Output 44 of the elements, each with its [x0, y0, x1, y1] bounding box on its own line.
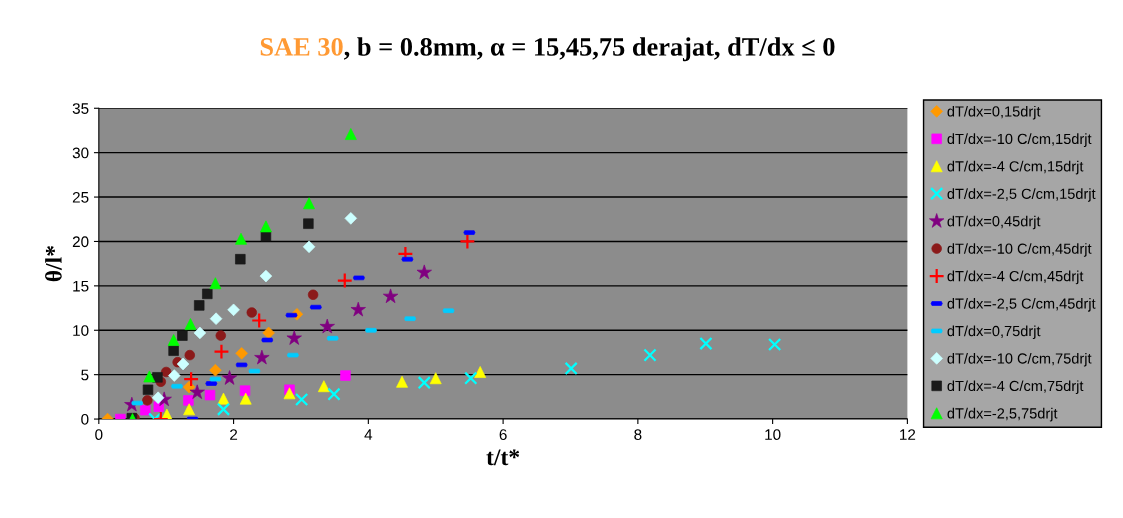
point	[183, 371, 200, 388]
x-tick-label: 0	[95, 429, 103, 441]
x-tick-label: 8	[634, 429, 642, 441]
point	[699, 336, 713, 351]
x-axis-title: t/t*	[486, 449, 520, 466]
y-tick-label: 0	[81, 413, 89, 425]
y-tick-label: 35	[72, 103, 89, 114]
chart-title: SAE 30, b = 0.8mm, α = 15,45,75 derajat, dT/dx ≤ 0	[260, 37, 835, 62]
point	[564, 361, 578, 376]
legend-label: dT/dx=-10 C/cm,45drjt	[947, 243, 1092, 257]
point	[213, 343, 230, 360]
x-tick-label: 6	[499, 429, 507, 441]
point	[294, 392, 309, 407]
x-tick-label: 10	[765, 429, 781, 441]
legend-label: dT/dx=-2,5,75drjt	[947, 407, 1058, 422]
legend-label: dT/dx=-10 C/cm,75drjt	[947, 352, 1092, 367]
y-tick-label: 20	[72, 236, 89, 248]
point	[336, 272, 353, 289]
point	[459, 233, 476, 250]
point	[464, 371, 478, 385]
legend-label: dT/dx=0,45drjt	[947, 215, 1041, 230]
x-tick-label: 2	[230, 429, 238, 440]
legend-label: dT/dx=-2,5 C/cm,45drjt	[947, 298, 1096, 312]
y-tick-label: 5	[81, 369, 89, 381]
y-tick-label: 10	[73, 325, 89, 336]
y-tick-label: 15	[73, 280, 89, 292]
x-tick-label: 4	[364, 429, 373, 440]
legend-label: dT/dx=-4 C/cm,45drjt	[947, 270, 1084, 285]
point	[767, 337, 782, 352]
legend-label: dT/dx=-4 C/cm,15drjt	[947, 160, 1084, 175]
legend-label: dT/dx=0,75drjt	[947, 325, 1041, 340]
legend-label: dT/dx=-10 C/cm,15drjt	[947, 133, 1092, 147]
point	[327, 387, 341, 401]
y-tick-label: 30	[72, 147, 89, 159]
point	[216, 402, 231, 416]
point	[251, 312, 268, 329]
x-tick-label: 12	[900, 429, 916, 440]
y-axis-title: θ/l*	[45, 246, 62, 282]
y-tick-label: 25	[72, 191, 89, 203]
point	[643, 348, 657, 362]
legend-label: dT/dx=0,15drjt	[947, 105, 1041, 120]
legend-label: dT/dx=-4 C/cm,75drjt	[947, 380, 1084, 394]
legend-label: dT/dx=-2,5 C/cm,15drjt	[947, 188, 1096, 202]
point	[417, 375, 431, 390]
